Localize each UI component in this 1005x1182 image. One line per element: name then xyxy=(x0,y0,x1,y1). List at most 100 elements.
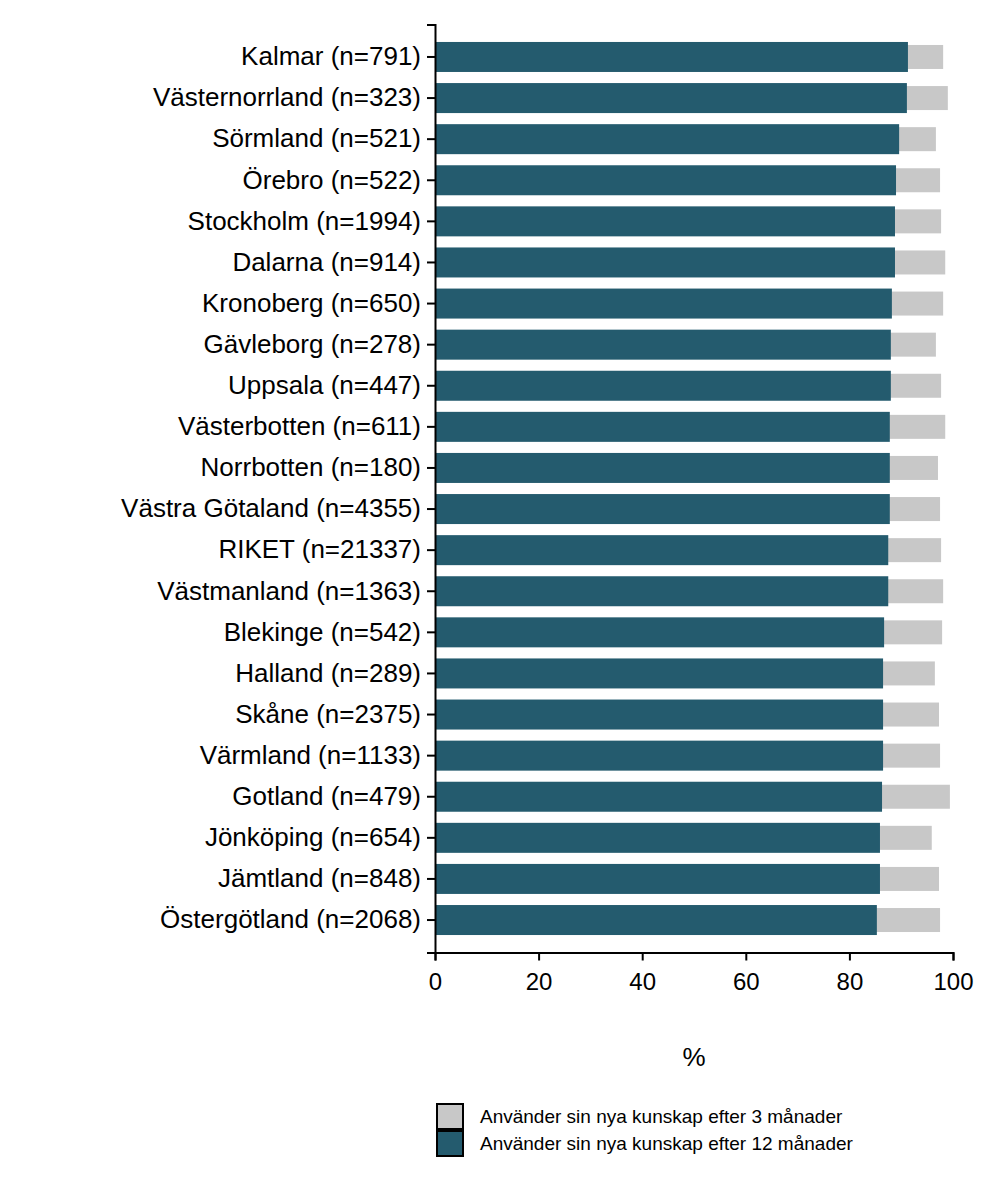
bar xyxy=(435,494,890,524)
tick: Västernorrland (n=323) xyxy=(153,82,435,112)
bar xyxy=(435,330,891,360)
tick-label: Västra Götaland (n=4355) xyxy=(121,493,421,523)
tick-label: 80 xyxy=(837,968,864,995)
tick-label: Värmland (n=1133) xyxy=(200,740,421,770)
chart: 0 20 40 60 80 100 Kalmar (n=791) Västernorrland… xyxy=(0,0,1005,1182)
tick: Skåne (n=2375) xyxy=(235,699,435,729)
tick: 40 xyxy=(629,953,656,995)
tick-label: 0 xyxy=(429,968,442,995)
tick-label: Dalarna (n=914) xyxy=(232,247,421,277)
tick: Jönköping (n=654) xyxy=(205,822,435,852)
tick-label: Jönköping (n=654) xyxy=(205,822,421,852)
tick: Örebro (n=522) xyxy=(243,165,435,195)
bar xyxy=(435,83,907,113)
tick-mark xyxy=(427,919,435,921)
bar xyxy=(435,617,884,647)
bar xyxy=(435,371,891,401)
tick-label: Norrbotten (n=180) xyxy=(201,452,421,482)
tick-mark xyxy=(427,508,435,510)
tick: Kronoberg (n=650) xyxy=(202,288,435,318)
tick-label: Östergötland (n=2068) xyxy=(160,904,421,934)
tick-mark xyxy=(849,953,851,961)
tick: Västerbotten (n=611) xyxy=(178,411,435,441)
tick: 60 xyxy=(733,953,760,995)
bar xyxy=(435,206,895,236)
bar xyxy=(435,535,888,565)
tick-mark xyxy=(427,672,435,674)
x-axis: 0 20 40 60 80 100 xyxy=(429,953,974,995)
tick-label: Blekinge (n=542) xyxy=(224,617,421,647)
tick-mark xyxy=(427,631,435,633)
tick-mark xyxy=(427,56,435,58)
tick: Dalarna (n=914) xyxy=(232,247,435,277)
tick: Halland (n=289) xyxy=(235,658,435,688)
plot-area xyxy=(435,42,950,935)
bar xyxy=(435,124,899,154)
tick-label: 60 xyxy=(733,968,760,995)
tick-mark xyxy=(427,549,435,551)
bar xyxy=(435,782,882,812)
legend-swatch xyxy=(437,1131,463,1156)
tick-mark xyxy=(427,97,435,99)
tick-label: Gotland (n=479) xyxy=(232,781,421,811)
tick-mark xyxy=(427,344,435,346)
bar xyxy=(435,905,877,935)
legend-label: Använder sin nya kunskap efter 3 månader xyxy=(480,1106,843,1127)
tick: 20 xyxy=(526,953,553,995)
bar xyxy=(435,289,892,319)
axis-title: % xyxy=(682,1042,705,1072)
tick-mark xyxy=(745,953,747,961)
tick: Värmland (n=1133) xyxy=(200,740,435,770)
tick-mark xyxy=(427,385,435,387)
tick-label: Uppsala (n=447) xyxy=(228,370,421,400)
tick-mark xyxy=(427,467,435,469)
tick: Blekinge (n=542) xyxy=(224,617,435,647)
tick: Norrbotten (n=180) xyxy=(201,452,435,482)
bar xyxy=(435,823,880,853)
tick: Östergötland (n=2068) xyxy=(160,904,435,934)
y-axis: Kalmar (n=791) Västernorrland (n=323) Sörm… xyxy=(121,25,435,953)
tick: Gävleborg (n=278) xyxy=(203,329,435,359)
tick: Stockholm (n=1994) xyxy=(188,206,435,236)
legend-swatch xyxy=(437,1104,463,1129)
tick-mark xyxy=(427,796,435,798)
bar xyxy=(435,700,883,730)
tick-mark xyxy=(427,426,435,428)
bar xyxy=(435,165,896,195)
tick-label: Stockholm (n=1994) xyxy=(188,206,421,236)
tick-mark xyxy=(427,590,435,592)
tick-mark xyxy=(427,714,435,716)
tick: Uppsala (n=447) xyxy=(228,370,435,400)
tick: Sörmland (n=521) xyxy=(212,123,435,153)
tick-label: 40 xyxy=(629,968,656,995)
axis-line xyxy=(436,953,954,961)
bar xyxy=(435,864,880,894)
tick: RIKET (n=21337) xyxy=(218,534,435,564)
tick-mark xyxy=(427,138,435,140)
bar xyxy=(435,247,895,277)
tick: Kalmar (n=791) xyxy=(241,41,435,71)
tick-label: Västerbotten (n=611) xyxy=(178,411,421,441)
bar xyxy=(435,412,890,442)
series xyxy=(435,42,908,935)
tick-label: Sörmland (n=521) xyxy=(212,123,421,153)
tick-label: Halland (n=289) xyxy=(235,658,421,688)
tick-label: Västernorrland (n=323) xyxy=(153,82,421,112)
tick-mark xyxy=(538,953,540,961)
bar xyxy=(435,42,908,72)
series xyxy=(435,45,950,932)
tick-label: RIKET (n=21337) xyxy=(218,534,421,564)
tick-label: Västmanland (n=1363) xyxy=(157,576,421,606)
legend: Använder sin nya kunskap efter 3 månader… xyxy=(437,1104,854,1156)
tick: Jämtland (n=848) xyxy=(218,863,435,893)
bar xyxy=(435,741,883,771)
tick-mark xyxy=(427,261,435,263)
tick-label: 100 xyxy=(933,968,973,995)
tick-mark xyxy=(642,953,644,961)
tick-label: Gävleborg (n=278) xyxy=(203,329,421,359)
tick-label: Kronoberg (n=650) xyxy=(202,288,421,318)
tick-mark xyxy=(427,220,435,222)
bar xyxy=(435,658,883,688)
tick: 100 xyxy=(933,953,973,995)
tick: Gotland (n=479) xyxy=(232,781,435,811)
